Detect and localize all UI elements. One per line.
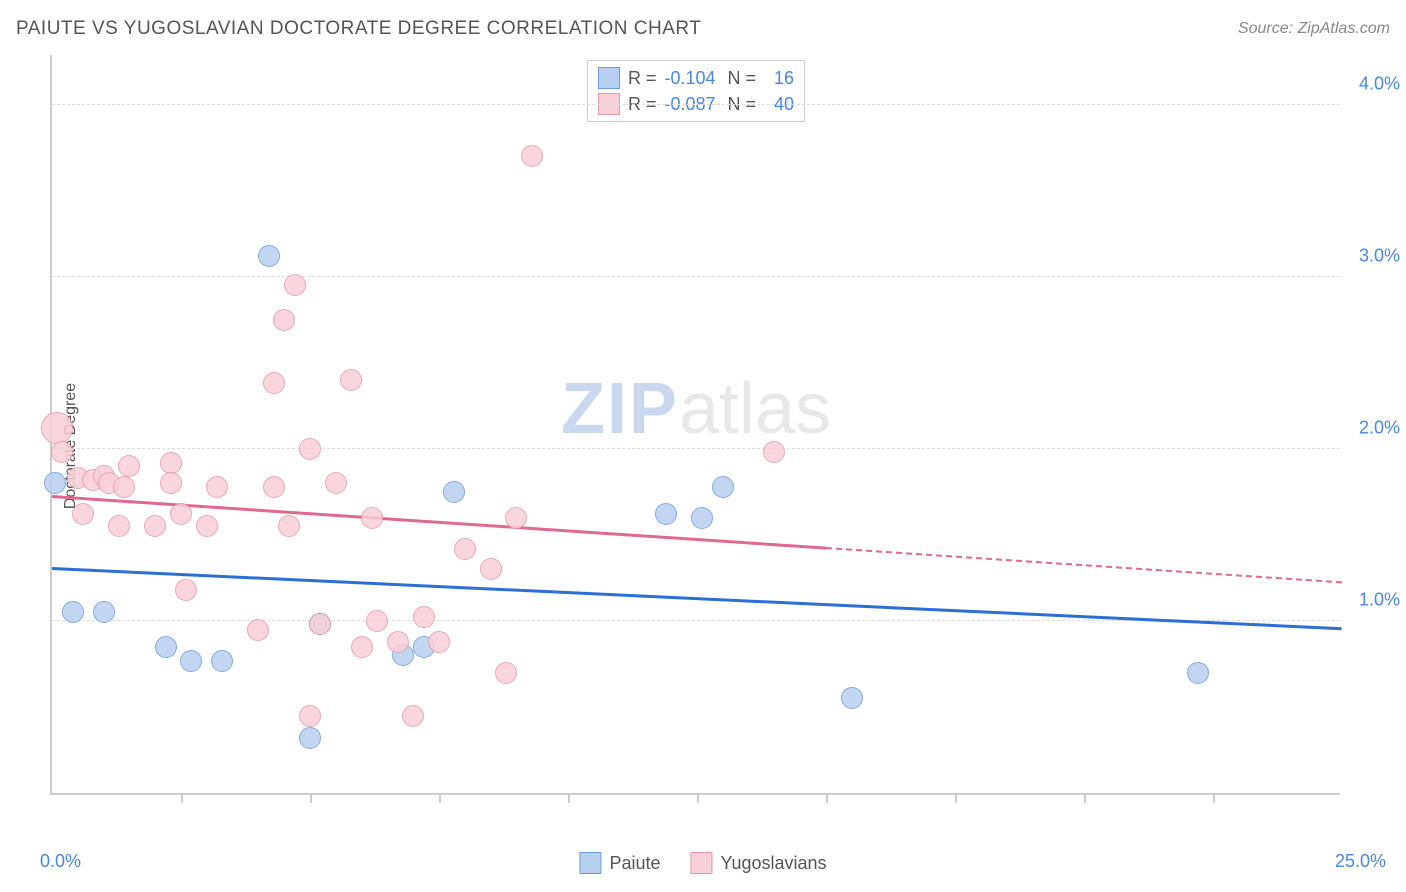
data-point-pink: [263, 372, 285, 394]
data-point-pink: [299, 705, 321, 727]
data-point-pink: [299, 438, 321, 460]
data-point-pink: [278, 515, 300, 537]
data-point-pink: [160, 452, 182, 474]
x-tick: [439, 793, 441, 803]
data-point-blue: [691, 507, 713, 529]
data-point-pink: [144, 515, 166, 537]
y-tick-label: 3.0%: [1359, 245, 1400, 266]
gridline: [52, 448, 1340, 449]
watermark-zip: ZIP: [561, 369, 679, 449]
legend-label: Yugoslavians: [720, 853, 826, 874]
x-tick: [955, 793, 957, 803]
stats-r-label: R =: [628, 68, 657, 89]
stats-row: R = -0.104 N = 16: [598, 65, 794, 91]
x-tick: [826, 793, 828, 803]
x-tick: [568, 793, 570, 803]
legend-label: Paiute: [609, 853, 660, 874]
chart-header: PAIUTE VS YUGOSLAVIAN DOCTORATE DEGREE C…: [16, 18, 1390, 40]
chart-source: Source: ZipAtlas.com: [1238, 20, 1390, 38]
data-point-pink: [273, 309, 295, 331]
data-point-blue: [299, 727, 321, 749]
data-point-pink: [361, 507, 383, 529]
gridline: [52, 276, 1340, 277]
y-tick-label: 2.0%: [1359, 417, 1400, 438]
data-point-pink: [41, 412, 73, 444]
data-point-pink: [196, 515, 218, 537]
legend-item-pink: Yugoslavians: [690, 852, 826, 874]
y-tick-label: 4.0%: [1359, 73, 1400, 94]
scatter-chart: ZIPatlas R =-0.104N =16R =-0.087N =40 1.…: [50, 55, 1340, 795]
data-point-pink: [366, 610, 388, 632]
x-tick: [697, 793, 699, 803]
data-point-pink: [495, 662, 517, 684]
data-point-blue: [841, 687, 863, 709]
x-tick: [1213, 793, 1215, 803]
chart-legend: Paiute Yugoslavians: [579, 852, 826, 874]
data-point-pink: [325, 472, 347, 494]
x-tick: [181, 793, 183, 803]
gridline: [52, 104, 1340, 105]
data-point-pink: [340, 369, 362, 391]
correlation-stats-box: R =-0.104N =16R =-0.087N =40: [587, 60, 805, 122]
data-point-pink: [51, 441, 73, 463]
data-point-blue: [211, 650, 233, 672]
stats-swatch-blue: [598, 67, 620, 89]
watermark-atlas: atlas: [679, 369, 831, 449]
data-point-blue: [1187, 662, 1209, 684]
x-tick: [310, 793, 312, 803]
data-point-pink: [263, 476, 285, 498]
data-point-pink: [413, 606, 435, 628]
data-point-blue: [655, 503, 677, 525]
trend-line-pink: [826, 547, 1342, 583]
data-point-pink: [351, 636, 373, 658]
data-point-blue: [155, 636, 177, 658]
data-point-pink: [160, 472, 182, 494]
data-point-pink: [763, 441, 785, 463]
x-axis-max-label: 25.0%: [1335, 851, 1386, 872]
stats-n-label: N =: [728, 68, 757, 89]
watermark: ZIPatlas: [561, 368, 831, 450]
data-point-blue: [62, 601, 84, 623]
data-point-pink: [454, 538, 476, 560]
data-point-pink: [284, 274, 306, 296]
data-point-pink: [206, 476, 228, 498]
legend-swatch-blue: [579, 852, 601, 874]
data-point-blue: [93, 601, 115, 623]
y-tick-label: 1.0%: [1359, 589, 1400, 610]
data-point-pink: [387, 631, 409, 653]
x-axis-min-label: 0.0%: [40, 851, 81, 872]
stats-n-value: 16: [764, 68, 794, 89]
data-point-pink: [521, 145, 543, 167]
data-point-pink: [108, 515, 130, 537]
data-point-blue: [44, 472, 66, 494]
data-point-blue: [258, 245, 280, 267]
data-point-pink: [247, 619, 269, 641]
data-point-pink: [309, 613, 331, 635]
data-point-pink: [505, 507, 527, 529]
legend-swatch-pink: [690, 852, 712, 874]
x-tick: [1084, 793, 1086, 803]
data-point-blue: [180, 650, 202, 672]
data-point-pink: [113, 476, 135, 498]
data-point-pink: [428, 631, 450, 653]
data-point-pink: [402, 705, 424, 727]
data-point-pink: [170, 503, 192, 525]
data-point-blue: [443, 481, 465, 503]
data-point-pink: [72, 503, 94, 525]
chart-title: PAIUTE VS YUGOSLAVIAN DOCTORATE DEGREE C…: [16, 18, 701, 40]
stats-r-value: -0.104: [665, 68, 720, 89]
data-point-pink: [480, 558, 502, 580]
legend-item-blue: Paiute: [579, 852, 660, 874]
data-point-blue: [712, 476, 734, 498]
data-point-pink: [175, 579, 197, 601]
data-point-pink: [118, 455, 140, 477]
